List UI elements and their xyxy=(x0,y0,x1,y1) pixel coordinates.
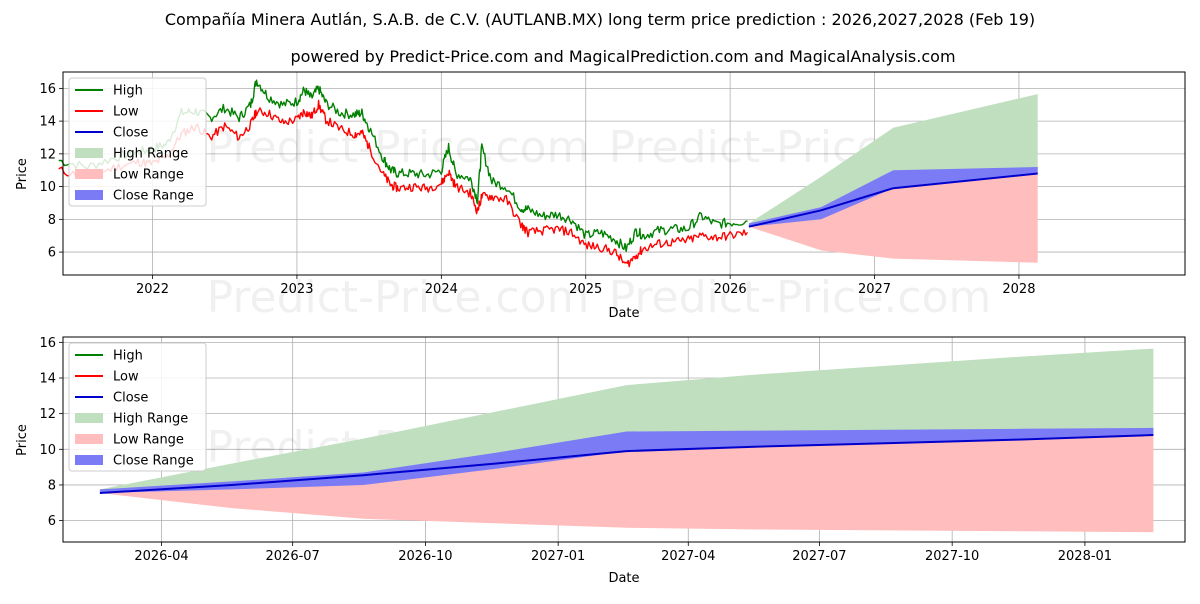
chart-title: Compañía Minera Autlán, S.A.B. de C.V. (… xyxy=(165,10,1035,29)
legend-low-range-label: Low Range xyxy=(113,168,184,183)
x-tick-label: 2025 xyxy=(569,282,602,297)
x-tick-label: 2027-01 xyxy=(531,549,585,564)
x-tick-label: 2023 xyxy=(280,282,313,297)
legend-high-label: High xyxy=(113,349,143,364)
legend-low-label: Low xyxy=(113,105,139,120)
legend-box xyxy=(68,342,207,472)
legend-low-range-label: Low Range xyxy=(113,433,184,448)
x-tick-label: 2026-07 xyxy=(266,549,320,564)
x-tick-label: 2028 xyxy=(1002,282,1035,297)
y-tick-label: 16 xyxy=(39,336,56,351)
y-tick-label: 16 xyxy=(39,82,56,97)
legend-close-range-label: Close Range xyxy=(113,454,194,469)
bottom-x-axis-label: Date xyxy=(608,571,639,586)
y-tick-label: 12 xyxy=(39,407,56,422)
x-tick-label: 2026-04 xyxy=(134,549,188,564)
x-tick-label: 2026 xyxy=(714,282,747,297)
x-tick-label: 2027-04 xyxy=(661,549,715,564)
top-y-axis-label: Price xyxy=(15,158,30,190)
bottom-legend: High Low Close High Range Low Range Close Ran… xyxy=(68,342,207,472)
low-series-line xyxy=(58,99,749,268)
high-range-band xyxy=(99,348,1154,493)
legend-close-range-swatch xyxy=(75,455,103,465)
y-tick-label: 6 xyxy=(48,514,56,529)
high-range-band xyxy=(748,94,1038,227)
history-forecast-panel: Predict-Price.com Predict-Price.com Pred… xyxy=(15,71,1186,323)
close-series-line xyxy=(99,434,1154,494)
forecast-zoom-panel: Predict-Price.com Predict-Price.com 2026… xyxy=(15,336,1186,586)
legend-low-range-swatch xyxy=(75,434,103,444)
chart-subtitle: powered by Predict-Price.com and Magical… xyxy=(290,47,955,66)
legend-high-range-swatch xyxy=(75,148,103,158)
legend-box xyxy=(68,77,207,207)
close-range-band xyxy=(748,167,1038,227)
low-range-band xyxy=(748,173,1038,263)
top-x-axis-label: Date xyxy=(608,306,639,321)
y-tick-label: 14 xyxy=(39,372,56,387)
x-tick-label: 2026-10 xyxy=(398,549,452,564)
y-tick-label: 10 xyxy=(39,180,56,195)
low-range-band xyxy=(99,435,1154,533)
legend-high-label: High xyxy=(113,84,143,99)
watermark: Predict-Price.com xyxy=(207,122,590,173)
y-tick-label: 8 xyxy=(48,478,56,493)
legend-low-label: Low xyxy=(113,370,139,385)
legend-close-label: Close xyxy=(113,126,148,141)
legend-close-range-swatch xyxy=(75,190,103,200)
top-legend: High Low Close High Range Low Range Close Ran… xyxy=(68,77,207,207)
x-tick-label: 2022 xyxy=(136,282,169,297)
legend-high-range-swatch xyxy=(75,413,103,423)
watermark: Predict-Price.com xyxy=(609,272,992,323)
x-tick-label: 2028-01 xyxy=(1058,549,1112,564)
y-tick-label: 12 xyxy=(39,147,56,162)
legend-close-range-label: Close Range xyxy=(113,189,194,204)
close-range-band xyxy=(99,427,1154,493)
legend-high-range-label: High Range xyxy=(113,412,188,427)
y-tick-label: 14 xyxy=(39,115,56,130)
bottom-y-axis-label: Price xyxy=(15,424,30,456)
x-tick-label: 2024 xyxy=(425,282,458,297)
x-tick-label: 2027-10 xyxy=(925,549,979,564)
watermark: Predict-Price.com xyxy=(207,272,590,323)
x-tick-label: 2027 xyxy=(858,282,891,297)
legend-close-label: Close xyxy=(113,391,148,406)
legend-high-range-label: High Range xyxy=(113,147,188,162)
x-tick-label: 2027-07 xyxy=(792,549,846,564)
y-tick-label: 8 xyxy=(48,213,56,228)
y-tick-label: 6 xyxy=(48,246,56,261)
close-series-line xyxy=(748,172,1038,228)
high-series-line xyxy=(58,79,748,253)
legend-low-range-swatch xyxy=(75,169,103,179)
y-tick-label: 10 xyxy=(39,443,56,458)
